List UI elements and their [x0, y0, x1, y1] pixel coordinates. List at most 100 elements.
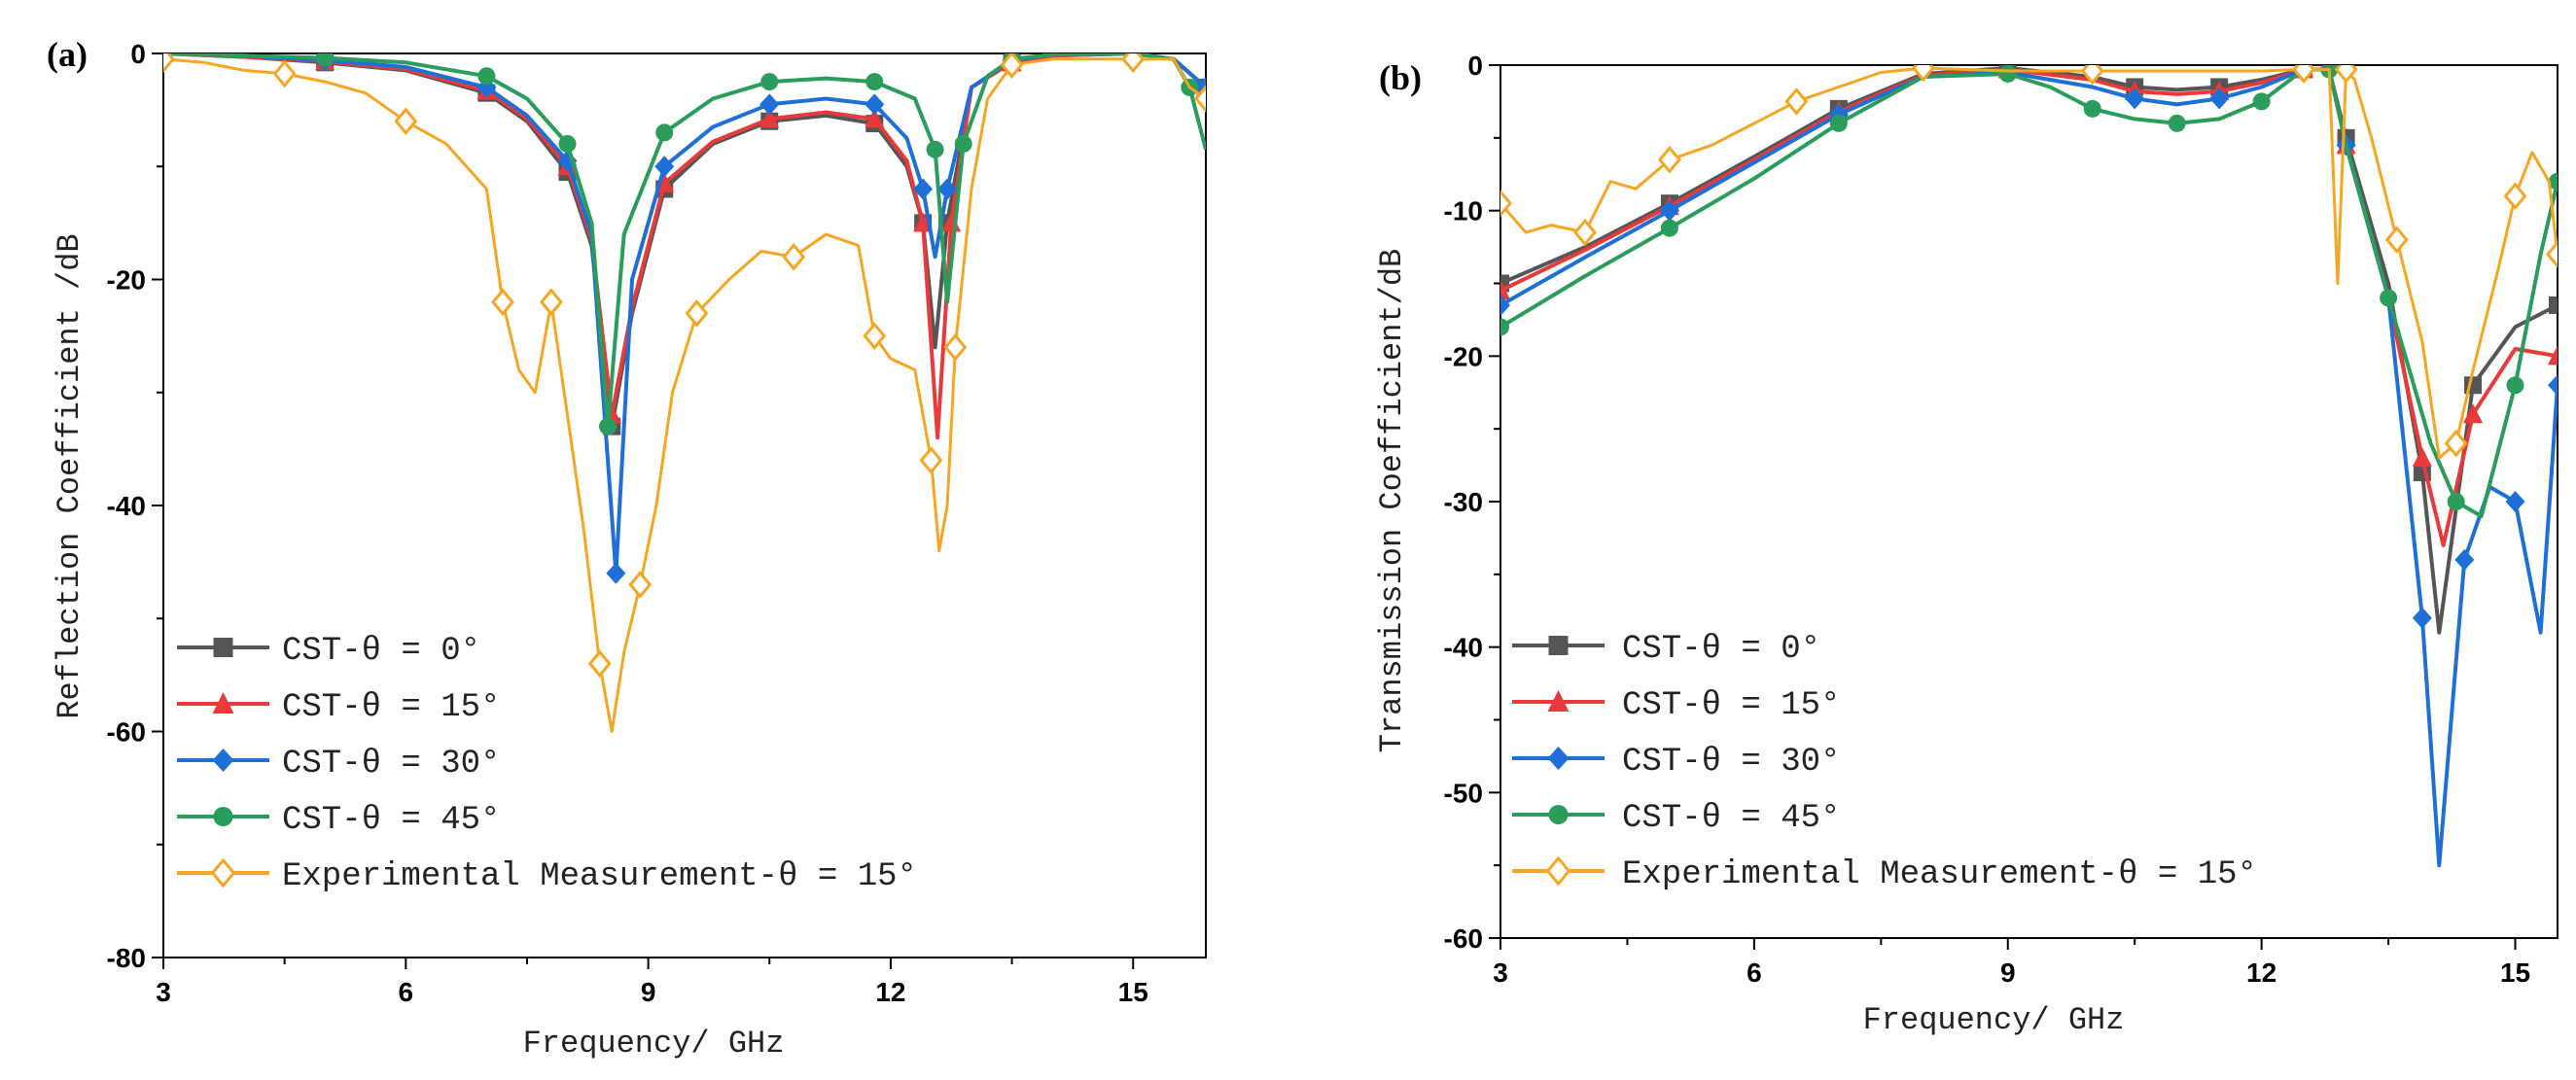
y-tick-label: -20 [107, 265, 146, 296]
data-point-3 [316, 53, 335, 67]
y-tick-label: -10 [1444, 196, 1483, 226]
reflection-chart: 3 6 9 12 150-20-40-60-80 (a) Frequency/ GHz … [47, 35, 1207, 1062]
series-line-0 [163, 53, 1206, 429]
data-point-3 [2549, 172, 2558, 191]
legend-label-0: CST-θ = 0° [282, 633, 480, 670]
data-point-2 [2209, 87, 2230, 110]
y-tick-label: -80 [107, 943, 146, 973]
legend-label-2: CST-θ = 30° [282, 746, 500, 783]
legend-marker-3 [213, 807, 233, 826]
data-point-3 [1998, 65, 2017, 83]
data-point-4 [1573, 218, 1597, 247]
data-point-4 [2546, 240, 2558, 268]
data-point-3 [2083, 99, 2101, 118]
data-point-4 [943, 332, 968, 362]
data-point-3 [2447, 493, 2465, 510]
data-point-3 [558, 135, 577, 153]
y-axis-label-a: Reflection Coefficient /dB [52, 233, 88, 718]
data-point-4 [1194, 85, 1206, 113]
x-tick-label: 15 [2500, 958, 2530, 988]
data-point-4 [2384, 226, 2409, 254]
legend-label-3: CST-θ = 45° [1622, 800, 1840, 837]
data-point-2 [759, 93, 780, 116]
x-axis-label-a: Frequency/ GHz [523, 1026, 785, 1062]
legend-a: CST-θ = 0° CST-θ = 15° CST-θ = 30° CST-θ = … [177, 633, 917, 895]
y-tick-label: 0 [1467, 51, 1483, 81]
data-point-2 [2548, 374, 2558, 397]
y-axis-label-b: Transmission Coefficient/dB [1374, 249, 1410, 752]
data-point-4 [628, 571, 653, 599]
data-point-4 [1000, 53, 1024, 79]
series-line-3 [1500, 67, 2558, 518]
data-point-1 [759, 108, 780, 128]
legend-marker-2 [1547, 747, 1570, 770]
data-point-1 [865, 108, 885, 128]
series-line-1 [163, 53, 1206, 440]
data-point-4 [919, 446, 943, 474]
data-point-2 [2412, 607, 2432, 629]
data-point-0 [2549, 296, 2558, 314]
data-point-1 [2463, 403, 2484, 424]
x-tick-label: 6 [399, 977, 414, 1007]
panel-label-b: (b) [1379, 58, 1422, 97]
x-tick-label: 3 [156, 977, 171, 1007]
axes-layer-b: 3 6 9 12 15 0 -10 -20 -30 -40 -50 -60 [1444, 51, 2531, 988]
y-tick-label: -50 [1444, 778, 1483, 808]
data-point-2 [937, 178, 958, 200]
legend-b: CST-θ = 0° CST-θ = 15° CST-θ = 30° CST-θ = … [1512, 631, 2257, 893]
data-point-3 [954, 135, 972, 153]
data-point-4 [2292, 65, 2316, 84]
data-point-4 [1657, 145, 1681, 174]
x-tick-label: 3 [1493, 958, 1508, 988]
data-point-3 [655, 123, 674, 142]
data-point-2 [2125, 87, 2145, 110]
y-tick-label: -40 [107, 491, 146, 521]
legend-label-4: Experimental Measurement-θ = 15° [282, 858, 917, 895]
data-point-4 [685, 299, 709, 328]
data-point-4 [863, 322, 887, 350]
x-tick-label: 15 [1118, 977, 1148, 1007]
legend-marker-1 [1547, 690, 1570, 712]
legend-marker-0 [213, 638, 233, 657]
data-point-4 [163, 53, 175, 74]
data-point-3 [865, 73, 884, 91]
legend-label-3: CST-θ = 45° [282, 802, 500, 839]
legend-label-1: CST-θ = 15° [1622, 687, 1840, 724]
data-point-2 [1500, 294, 1510, 316]
series-line-2 [163, 53, 1206, 575]
series-line-4 [1500, 66, 2558, 460]
data-point-3 [1660, 219, 1678, 237]
series-line-3 [163, 53, 1206, 429]
panel-label-a: (a) [47, 35, 88, 74]
data-point-4 [539, 288, 563, 317]
data-point-2 [2505, 491, 2525, 512]
data-point-3 [599, 417, 618, 435]
data-point-3 [477, 67, 496, 86]
series-line-4 [163, 57, 1206, 733]
y-tick-label: -20 [1444, 341, 1483, 371]
data-point-1 [2548, 345, 2558, 366]
legend-marker-1 [212, 692, 234, 714]
legend-marker-4 [210, 857, 236, 888]
legend-label-1: CST-θ = 15° [282, 689, 500, 726]
series-layer-a [163, 53, 1206, 733]
data-point-3 [2252, 92, 2271, 111]
data-point-2 [2454, 548, 2475, 571]
data-point-1 [2412, 447, 2432, 468]
data-point-4 [491, 288, 514, 317]
x-tick-label: 6 [1747, 958, 1762, 988]
series-line-1 [1500, 67, 2558, 547]
data-point-0 [1500, 274, 1509, 293]
legend-marker-4 [1545, 855, 1571, 887]
series-line-2 [1500, 67, 2558, 868]
legend-label-2: CST-θ = 30° [1622, 744, 1840, 781]
y-tick-label: -30 [1444, 487, 1483, 517]
data-point-1 [1500, 279, 1510, 299]
legend-marker-0 [1548, 636, 1569, 655]
data-point-4 [782, 242, 806, 271]
x-tick-label: 12 [875, 977, 905, 1007]
data-point-4 [1121, 53, 1146, 74]
data-point-2 [865, 93, 885, 116]
data-point-4 [2444, 429, 2468, 458]
